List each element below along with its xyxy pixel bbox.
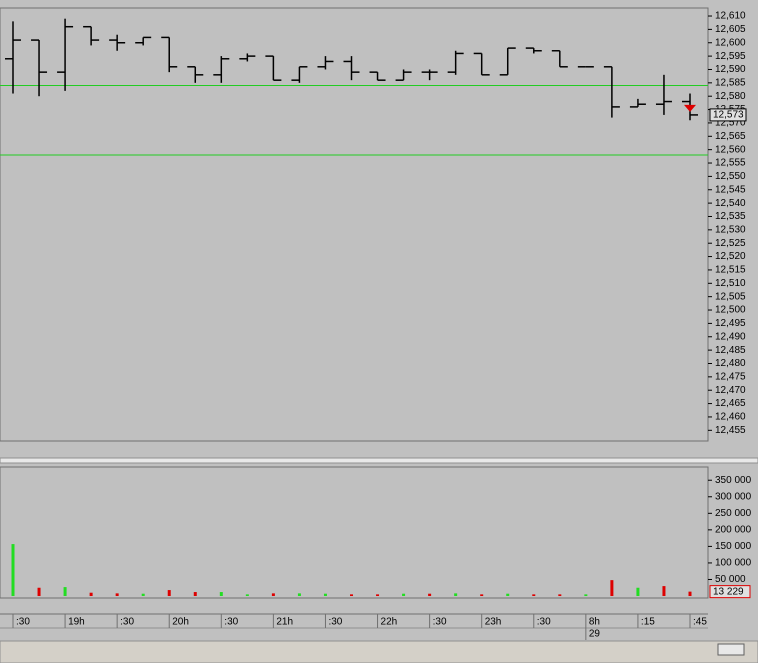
x-tick-label: :30 [537, 617, 551, 628]
x-tick-label: :30 [328, 617, 342, 628]
volume-bar [454, 593, 458, 597]
y-tick-label: 12,510 [715, 278, 746, 289]
x-tick-label: :30 [224, 617, 238, 628]
volume-bar [636, 587, 640, 597]
volume-bar [245, 594, 249, 597]
volume-bar [167, 590, 171, 597]
x-tick-label: 20h [172, 617, 189, 628]
volume-bar [297, 593, 301, 597]
volume-bar [115, 593, 119, 597]
x-tick-label: 23h [485, 617, 502, 628]
volume-panel [0, 466, 709, 599]
volume-bar [63, 587, 67, 597]
x-tick-label: :30 [120, 617, 134, 628]
volume-bar [688, 591, 692, 597]
volume-bar [89, 592, 93, 597]
y-tick-label: 150 000 [715, 541, 752, 552]
x-subtick-label: 29 [589, 629, 601, 640]
y-tick-label: 12,495 [715, 318, 746, 329]
y-tick-label: 12,515 [715, 265, 746, 276]
volume-bar [193, 592, 197, 597]
y-tick-label: 12,485 [715, 345, 746, 356]
y-tick-label: 12,470 [715, 385, 746, 396]
volume-bar [271, 593, 275, 597]
x-tick-label: :45 [693, 617, 707, 628]
y-tick-label: 12,465 [715, 398, 746, 409]
volume-bar [219, 592, 223, 597]
y-tick-label: 12,560 [715, 144, 746, 155]
y-tick-label: 12,545 [715, 184, 746, 195]
x-tick-label: :30 [433, 617, 447, 628]
volume-bar [506, 593, 510, 597]
volume-bar [11, 544, 15, 597]
x-tick-label: 8h [589, 617, 600, 628]
volume-bar [350, 594, 353, 597]
y-tick-label: 12,585 [715, 77, 746, 88]
volume-bar [141, 593, 145, 597]
y-tick-label: 12,600 [715, 37, 746, 48]
y-tick-label: 12,590 [715, 64, 746, 75]
y-tick-label: 12,475 [715, 371, 746, 382]
y-tick-label: 12,605 [715, 24, 746, 35]
y-tick-label: 12,570 [715, 118, 746, 129]
volume-bar [610, 580, 614, 597]
y-tick-label: 250 000 [715, 508, 752, 519]
volume-bar [662, 586, 666, 597]
y-tick-label: 12,520 [715, 251, 746, 262]
y-tick-label: 12,480 [715, 358, 746, 369]
y-tick-label: 12,490 [715, 331, 746, 342]
y-tick-label: 12,540 [715, 198, 746, 209]
y-tick-label: 100 000 [715, 558, 752, 569]
y-tick-label: 300 000 [715, 491, 752, 502]
y-tick-label: 12,530 [715, 224, 746, 235]
volume-bar [37, 587, 41, 597]
y-tick-label: 12,535 [715, 211, 746, 222]
y-tick-label: 12,555 [715, 158, 746, 169]
scroll-thumb[interactable] [717, 643, 745, 656]
x-tick-label: :15 [641, 617, 655, 628]
y-tick-label: 12,455 [715, 425, 746, 436]
y-tick-label: 12,580 [715, 91, 746, 102]
y-tick-label: 200 000 [715, 524, 752, 535]
last-volume-label: 13 229 [713, 586, 744, 597]
volume-bar [323, 593, 327, 597]
volume-bar [558, 594, 562, 597]
last-price-marker [684, 104, 696, 112]
y-tick-label: 12,595 [715, 51, 746, 62]
y-tick-label: 50 000 [715, 574, 746, 585]
y-tick-label: 12,505 [715, 291, 746, 302]
x-tick-label: 22h [381, 617, 398, 628]
volume-bar [584, 594, 588, 597]
panel-splitter[interactable] [0, 457, 758, 464]
y-tick-label: 350 000 [715, 475, 752, 486]
volume-bar [376, 594, 380, 597]
volume-bar [532, 594, 536, 597]
price-panel [0, 7, 709, 442]
x-tick-label: 19h [68, 617, 85, 628]
volume-bar [402, 593, 406, 597]
y-tick-label: 12,550 [715, 171, 746, 182]
y-tick-label: 12,610 [715, 11, 746, 22]
last-price-box [709, 108, 747, 122]
last-price-label: 12,573 [713, 110, 744, 121]
y-tick-label: 12,525 [715, 238, 746, 249]
last-volume-box [709, 585, 751, 599]
y-tick-label: 12,565 [715, 131, 746, 142]
y-tick-label: 12,500 [715, 305, 746, 316]
volume-bar [428, 593, 432, 597]
x-tick-label: 21h [276, 617, 293, 628]
scrollbar[interactable] [0, 640, 758, 663]
x-tick-label: :30 [16, 617, 30, 628]
y-tick-label: 12,460 [715, 412, 746, 423]
volume-bar [480, 594, 484, 597]
